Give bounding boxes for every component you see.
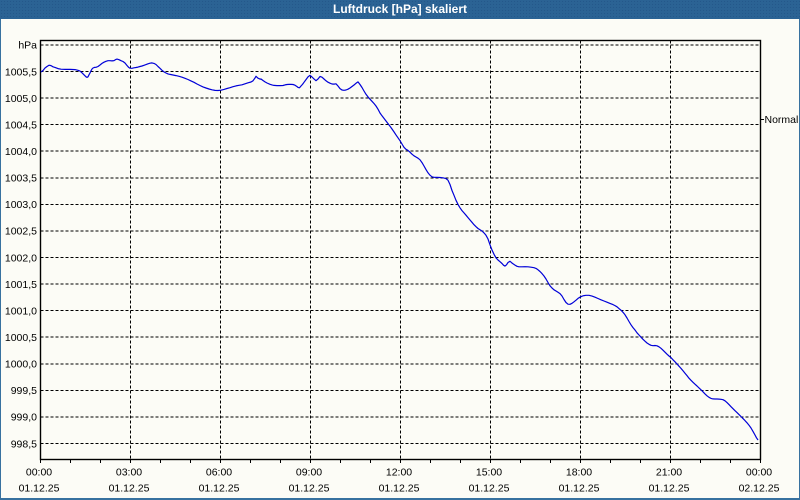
svg-text:01.12.25: 01.12.25 <box>379 483 420 495</box>
svg-text:998,5: 998,5 <box>11 438 37 450</box>
svg-text:1002,0: 1002,0 <box>5 252 37 264</box>
svg-text:hPa: hPa <box>18 40 37 52</box>
svg-text:01.12.25: 01.12.25 <box>199 483 240 495</box>
svg-text:00:00: 00:00 <box>26 467 52 479</box>
svg-text:1005,5: 1005,5 <box>5 66 37 78</box>
svg-text:1001,0: 1001,0 <box>5 305 37 317</box>
svg-text:999,0: 999,0 <box>11 412 37 424</box>
svg-text:1002,5: 1002,5 <box>5 226 37 238</box>
svg-text:09:00: 09:00 <box>296 467 322 479</box>
svg-text:18:00: 18:00 <box>566 467 592 479</box>
svg-text:1000,5: 1000,5 <box>5 332 37 344</box>
svg-text:1000,0: 1000,0 <box>5 359 37 371</box>
svg-text:15:00: 15:00 <box>476 467 502 479</box>
svg-text:01.12.25: 01.12.25 <box>649 483 690 495</box>
svg-text:03:00: 03:00 <box>116 467 142 479</box>
svg-text:Normal: Normal <box>765 114 799 126</box>
svg-text:00:00: 00:00 <box>746 467 772 479</box>
svg-text:1003,5: 1003,5 <box>5 173 37 185</box>
svg-text:21:00: 21:00 <box>656 467 682 479</box>
svg-text:01.12.25: 01.12.25 <box>289 483 330 495</box>
svg-text:01.12.25: 01.12.25 <box>559 483 600 495</box>
svg-text:01.12.25: 01.12.25 <box>109 483 150 495</box>
svg-text:01.12.25: 01.12.25 <box>19 483 60 495</box>
svg-text:1005,0: 1005,0 <box>5 93 37 105</box>
svg-text:02.12.25: 02.12.25 <box>739 483 780 495</box>
svg-text:999,5: 999,5 <box>11 385 37 397</box>
svg-text:01.12.25: 01.12.25 <box>469 483 510 495</box>
svg-text:06:00: 06:00 <box>206 467 232 479</box>
svg-text:1003,0: 1003,0 <box>5 199 37 211</box>
svg-text:12:00: 12:00 <box>386 467 412 479</box>
svg-text:1004,5: 1004,5 <box>5 119 37 131</box>
svg-text:1004,0: 1004,0 <box>5 146 37 158</box>
svg-text:1001,5: 1001,5 <box>5 279 37 291</box>
